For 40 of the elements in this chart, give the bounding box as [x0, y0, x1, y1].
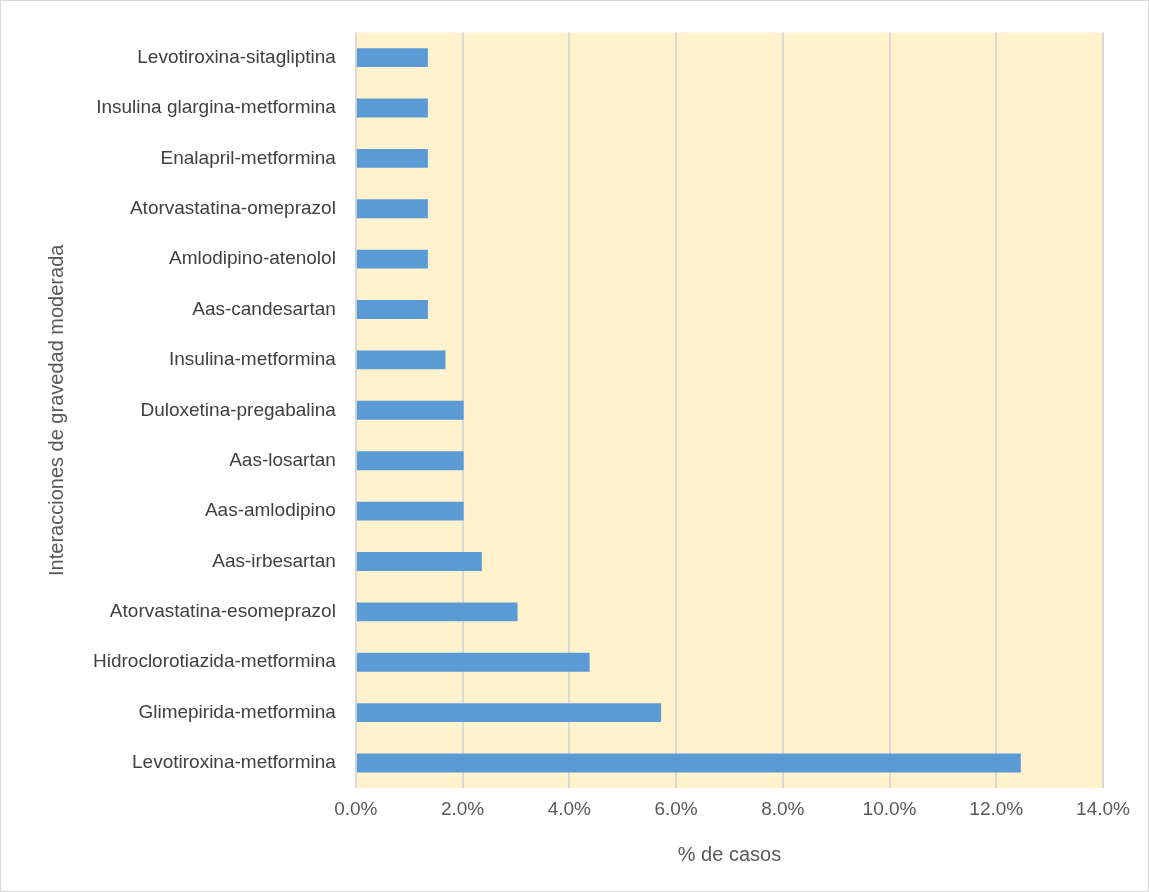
bar [356, 451, 464, 471]
y-tick-label: Aas-losartan [229, 448, 336, 470]
y-tick-label: Insulina glargina-metformina [96, 96, 337, 118]
bar [356, 249, 428, 269]
bar [356, 703, 662, 723]
bar [356, 350, 446, 370]
bar [356, 98, 428, 118]
y-tick-label: Duloxetina-pregabalina [140, 398, 337, 420]
x-tick-label: 0.0% [334, 797, 378, 819]
x-tick-label: 4.0% [547, 797, 592, 819]
bar [356, 300, 428, 319]
bar [356, 48, 428, 68]
y-tick-label: Atorvastatina-omeprazol [129, 196, 336, 218]
bar [356, 652, 590, 672]
x-tick-label: 14.0% [1076, 797, 1131, 819]
y-tick-label: Aas-candesartan [192, 297, 336, 319]
x-tick-label: 12.0% [969, 797, 1024, 819]
x-tick-label: 6.0% [654, 797, 698, 819]
y-axis-title: Interacciones de gravedad moderada [44, 243, 67, 576]
y-tick-label: Insulina-metformina [169, 348, 337, 370]
y-tick-label: Glimepirida-metformina [138, 700, 337, 722]
bar [356, 602, 518, 622]
bar [356, 148, 428, 168]
bar [356, 501, 464, 521]
x-tick-label: 2.0% [440, 797, 485, 819]
y-tick-label: Amlodipino-atenolol [168, 247, 336, 269]
y-tick-label: Hidroclorotiazida-metformina [92, 650, 337, 672]
y-tick-label: Levotiroxina-metformina [132, 751, 337, 773]
x-tick-label: 8.0% [761, 797, 805, 819]
y-tick-label: Enalapril-metformina [160, 146, 337, 168]
bar [356, 552, 482, 571]
x-axis-title: % de casos [677, 842, 782, 865]
y-tick-label: Aas-amlodipino [204, 499, 336, 521]
y-tick-label: Aas-irbesartan [212, 549, 336, 571]
y-tick-label: Levotiroxina-sitagliptina [137, 45, 337, 67]
x-tick-label: 10.0% [862, 797, 917, 819]
y-tick-label: Atorvastatina-esomeprazol [109, 600, 336, 622]
bar [356, 199, 428, 219]
bar [356, 400, 464, 420]
bar [356, 753, 1021, 773]
